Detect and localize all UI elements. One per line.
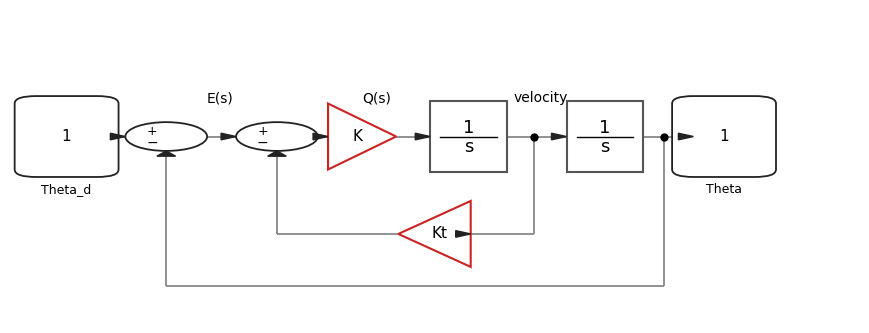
- Text: s: s: [600, 138, 609, 156]
- Text: +: +: [257, 125, 268, 138]
- Polygon shape: [268, 151, 286, 156]
- Text: 1: 1: [62, 129, 71, 144]
- Bar: [430, 101, 507, 172]
- Text: Theta: Theta: [706, 183, 742, 196]
- Text: 1: 1: [463, 119, 474, 137]
- Text: Q(s): Q(s): [362, 91, 391, 105]
- Circle shape: [236, 122, 318, 151]
- Text: 1: 1: [720, 129, 729, 144]
- Polygon shape: [679, 133, 693, 140]
- Text: Kt: Kt: [432, 226, 448, 241]
- Text: E(s): E(s): [207, 91, 233, 105]
- Text: 1: 1: [599, 119, 611, 137]
- FancyBboxPatch shape: [15, 96, 118, 177]
- Polygon shape: [157, 151, 176, 156]
- Polygon shape: [415, 133, 430, 140]
- Polygon shape: [328, 104, 396, 169]
- Polygon shape: [221, 133, 236, 140]
- Circle shape: [125, 122, 207, 151]
- FancyBboxPatch shape: [672, 96, 776, 177]
- Text: Theta_d: Theta_d: [42, 183, 92, 196]
- Text: K: K: [352, 129, 362, 144]
- Polygon shape: [398, 201, 471, 267]
- Text: velocity: velocity: [514, 91, 568, 105]
- Polygon shape: [455, 231, 471, 237]
- Polygon shape: [110, 133, 125, 140]
- Text: s: s: [464, 138, 474, 156]
- Text: −: −: [257, 136, 269, 150]
- Polygon shape: [313, 133, 328, 140]
- Polygon shape: [552, 133, 567, 140]
- Text: +: +: [147, 125, 157, 138]
- Text: −: −: [146, 136, 158, 150]
- Bar: [567, 101, 643, 172]
